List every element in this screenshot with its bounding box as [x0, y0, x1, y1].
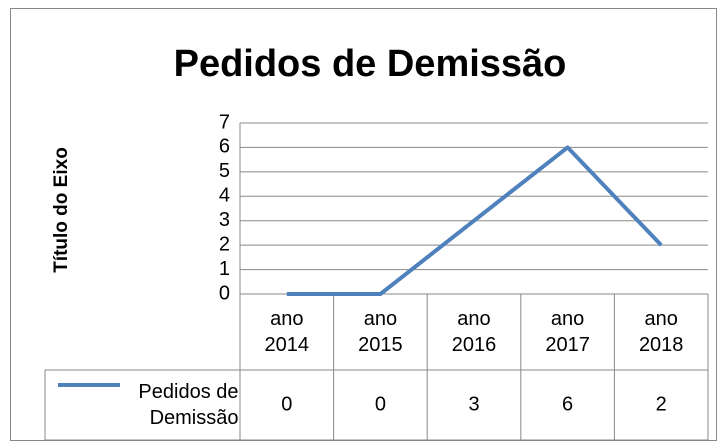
y-tick-label: 2	[219, 233, 230, 255]
y-tick-label: 4	[219, 185, 230, 207]
x-tick-label: ano 2015	[358, 308, 403, 356]
x-tick-label-box: ano 2018	[638, 308, 684, 356]
y-tick-label: 0	[219, 282, 230, 304]
y-tick-label: 5	[219, 160, 230, 182]
y-tick-label: 1	[219, 258, 230, 280]
x-tick-label-box: ano 2015	[358, 308, 403, 356]
x-tick-label-box: ano 2017	[545, 308, 590, 356]
chart-title: Pedidos de Demissão	[174, 43, 567, 85]
chart-border	[10, 8, 717, 441]
table-value: 2	[656, 393, 667, 415]
table-value: 0	[281, 393, 292, 415]
x-tick-label: ano 2016	[451, 308, 497, 356]
y-tick-label: 3	[219, 209, 230, 231]
x-tick-label-box: ano 2016	[451, 308, 497, 356]
y-tick-label: 6	[219, 136, 230, 158]
line-series	[286, 145, 663, 296]
x-tick-label: ano 2014	[264, 308, 310, 356]
y-tick-label: 7	[219, 111, 230, 133]
y-axis-label: Título do Eixo	[51, 147, 72, 273]
table-value: 3	[468, 393, 479, 415]
table-value: 6	[562, 393, 573, 415]
legend-label: Pedidos de Demissão	[138, 381, 239, 429]
table-value: 0	[375, 393, 386, 415]
x-tick-label: ano 2018	[638, 308, 684, 356]
legend-label-box: Pedidos de Demissão	[138, 381, 239, 429]
x-tick-label-box: ano 2014	[264, 308, 310, 356]
x-tick-label: ano 2017	[545, 308, 590, 356]
